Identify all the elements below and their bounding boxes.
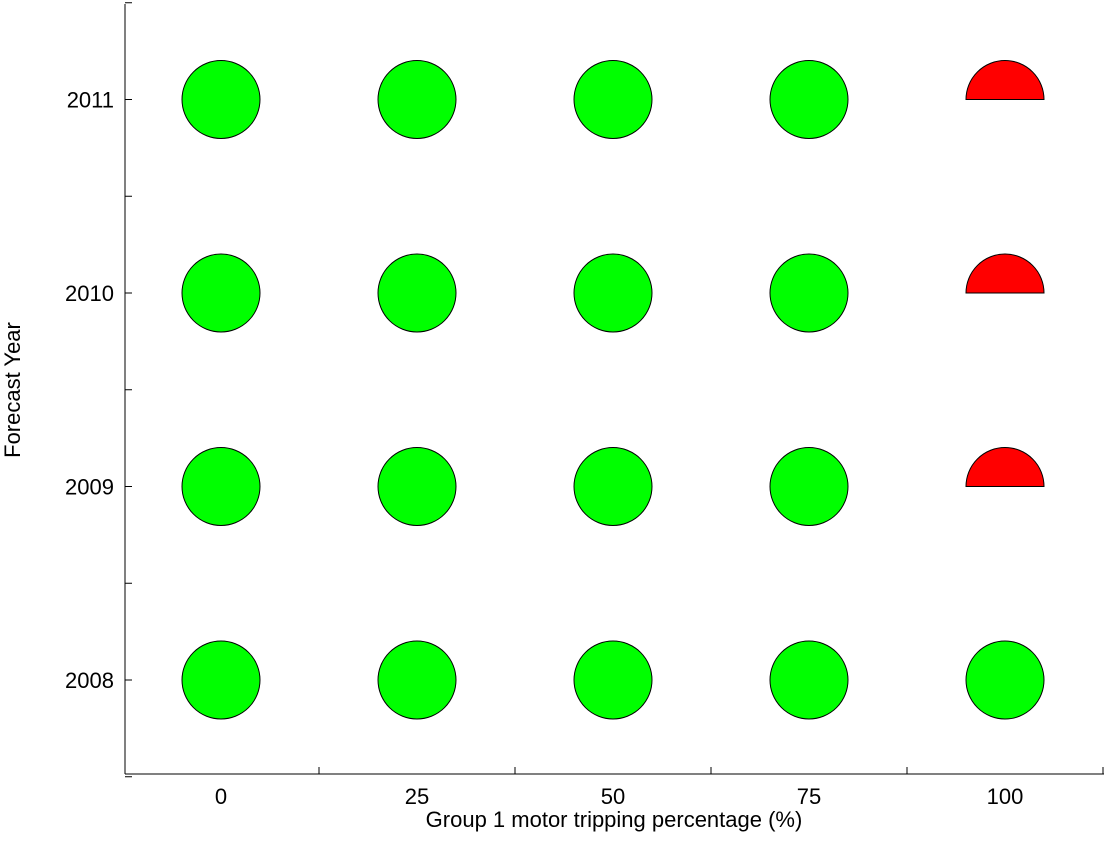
markers <box>181 60 1045 720</box>
y-tick-label: 2009 <box>65 475 114 500</box>
circle-marker <box>377 60 457 139</box>
x-tick-label: 25 <box>405 784 429 809</box>
half-circle-marker <box>965 60 1045 100</box>
circle-marker <box>769 447 849 526</box>
x-axis-label: Group 1 motor tripping percentage (%) <box>426 807 803 832</box>
y-axis-label: Forecast Year <box>0 322 25 458</box>
circle-marker <box>573 253 653 333</box>
circle-marker <box>769 253 849 333</box>
half-circle-marker <box>965 253 1045 294</box>
x-tick-label: 100 <box>987 784 1024 809</box>
circle-marker <box>181 253 261 333</box>
x-tick-label: 75 <box>797 784 821 809</box>
axes <box>124 4 1104 775</box>
circle-marker <box>573 447 653 526</box>
circle-marker <box>573 60 653 139</box>
circle-marker <box>377 447 457 526</box>
y-tick-label: 2010 <box>65 281 114 306</box>
circle-marker <box>769 60 849 139</box>
circle-marker <box>769 640 849 720</box>
y-tick-label: 2008 <box>65 668 114 693</box>
x-tick-label: 0 <box>215 784 227 809</box>
circle-marker <box>573 640 653 720</box>
circle-marker <box>377 640 457 720</box>
circle-marker <box>377 253 457 333</box>
circle-marker <box>181 60 261 139</box>
circle-marker <box>965 640 1045 720</box>
x-ticks: 0 25 50 75 100 <box>215 767 1104 809</box>
x-tick-label: 50 <box>601 784 625 809</box>
half-circle-marker <box>965 447 1045 487</box>
circle-marker <box>181 640 261 720</box>
y-tick-label: 2011 <box>67 88 114 113</box>
circle-marker <box>181 447 261 526</box>
y-ticks: 2008 2009 2010 2011 <box>65 2 132 778</box>
